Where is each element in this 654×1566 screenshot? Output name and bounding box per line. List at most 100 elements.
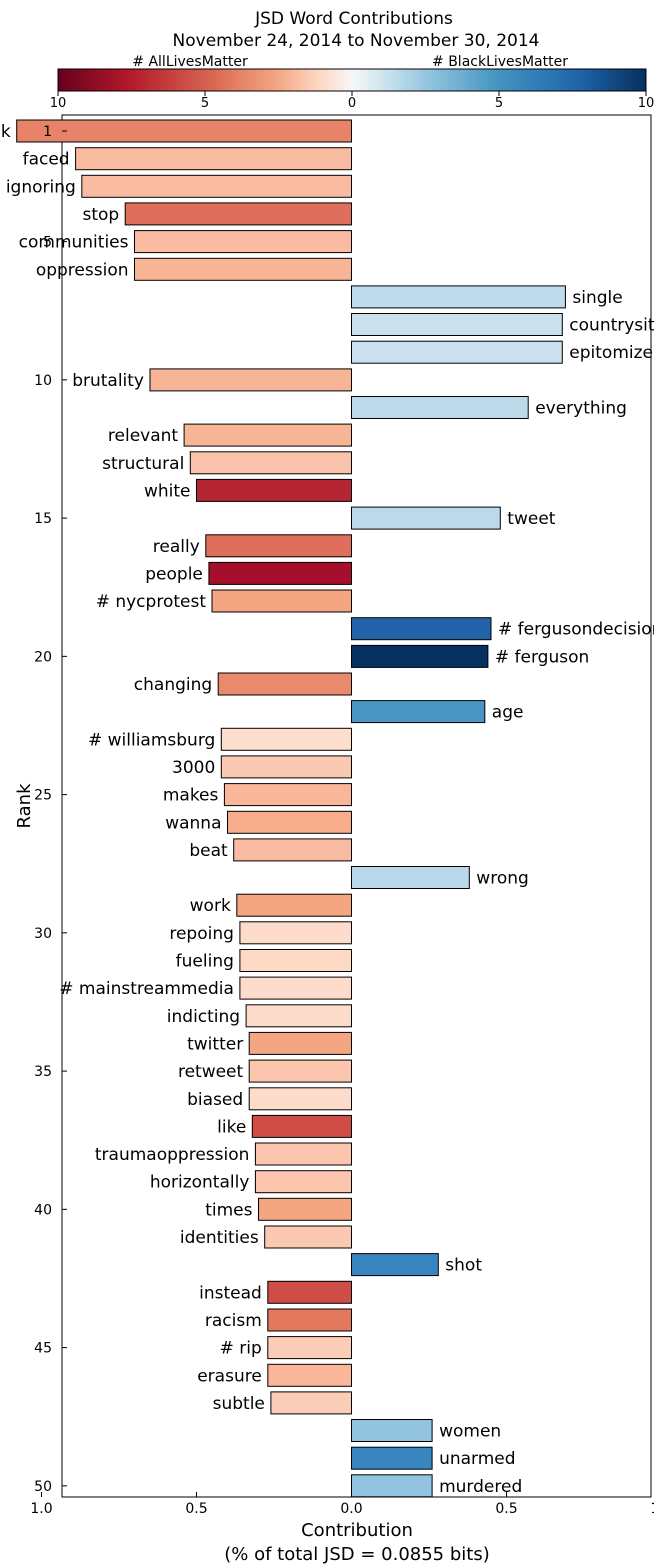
x-axis-label-secondary: (% of total JSD = 0.0855 bits) [224,1544,490,1565]
bar-16 [205,534,352,558]
y-axis-label: Rank [14,783,35,829]
word-label-42: shot [445,1256,482,1276]
bar-28 [351,866,470,889]
bar-36 [248,1087,352,1111]
word-label-12: relevant [108,426,179,446]
bar-35 [248,1059,352,1083]
bar-10 [149,368,352,392]
bar-23 [220,727,352,751]
word-label-22: age [492,703,524,723]
y-tick-label-5: 5 [43,235,52,251]
colorbar-left-label: # AllLivesMatter [132,54,248,70]
word-label-33: indicting [167,1007,240,1027]
bar-7 [351,285,566,309]
colorbar-tick-label-2: 0 [348,96,356,111]
bar-39 [254,1170,352,1194]
word-label-48: women [439,1422,501,1442]
bar-24 [220,755,352,779]
word-label-26: wanna [165,813,221,833]
word-label-3: ignoring [6,177,76,197]
word-label-6: oppression [36,260,129,280]
bar-29 [236,893,352,917]
bar-33 [245,1004,353,1028]
colorbar-tick-label-0: 10 [50,96,67,111]
bar-21 [217,672,352,696]
y-tick-label-40: 40 [34,1202,52,1218]
word-label-17: people [145,564,203,584]
word-label-41: identities [180,1228,259,1248]
colorbar-ticks: 10 5 0 5 10 [50,91,654,111]
bar-8 [351,313,563,336]
word-label-16: really [153,537,200,557]
word-label-14: white [144,481,191,501]
word-label-20: # ferguson [495,647,589,667]
bar-2 [75,147,352,171]
word-label-34: twitter [187,1034,243,1054]
y-tick-label-30: 30 [34,926,52,942]
word-label-46: erasure [197,1366,262,1386]
bar-12 [183,423,352,447]
word-label-35: retweet [178,1062,244,1082]
colorbar-right-label: # BlackLivesMatter [432,54,568,70]
word-label-2: faced [23,150,70,170]
word-label-30: repoing [169,924,234,944]
x-tick-label-5: 1.0 [650,1501,654,1517]
word-label-38: traumaoppression [95,1145,250,1165]
word-label-39: horizontally [150,1173,250,1193]
word-label-25: makes [163,786,219,806]
bar-45 [267,1336,352,1360]
bar-46 [267,1363,352,1387]
bar-30 [239,921,352,945]
word-label-15: tweet [507,509,555,529]
word-label-29: work [190,896,231,916]
bar-31 [239,949,352,972]
y-tick-label-50: 50 [34,1479,52,1495]
bar-25 [223,783,352,807]
word-label-31: fueling [176,952,234,972]
bar-18 [211,589,352,613]
word-label-28: wrong [476,869,529,889]
bar-14 [196,478,352,502]
word-label-11: everything [535,399,627,419]
bar-47 [270,1391,352,1415]
word-label-44: racism [205,1311,262,1331]
bar-49 [351,1446,433,1470]
colorbar [57,68,647,92]
bar-40 [258,1197,352,1221]
word-label-21: changing [134,675,212,695]
y-tick-label-15: 15 [34,511,52,527]
word-label-49: unarmed [439,1449,515,1469]
word-label-8: countrysituation [569,316,654,336]
bar-9 [351,340,563,364]
word-label-18: # nycprotest [96,592,207,612]
chart-subtitle: November 24, 2014 to November 30, 2014 [173,31,540,51]
word-label-40: times [205,1200,252,1220]
bar-27 [233,838,352,862]
word-label-10: brutality [72,371,144,391]
word-label-24: 3000 [172,758,215,778]
bar-3 [81,174,353,198]
chart-title: JSD Word Contributions [254,9,453,29]
x-tick-group: 1.51.00.50.00.51.01.5 [30,1492,654,1517]
y-tick-label-10: 10 [34,373,52,389]
bar-32 [239,976,352,1000]
y-tick-label-45: 45 [34,1341,52,1357]
word-label-13: structural [102,454,184,474]
word-label-32: # mainstreammedia [59,979,234,999]
word-label-27: beat [189,841,228,861]
bar-6 [134,257,352,281]
word-label-45: # rip [220,1339,262,1359]
colorbar-tick-label-1: 5 [201,96,209,111]
word-label-23: # williamsburg [88,730,215,750]
word-label-47: subtle [213,1394,265,1414]
bar-50 [351,1474,433,1498]
x-tick-label-1: 1.0 [30,1501,52,1517]
bar-15 [351,506,501,530]
word-label-7: single [572,288,622,308]
bar-11 [351,396,529,419]
bar-38 [254,1142,352,1166]
bar-1 [16,119,352,143]
bar-41 [264,1225,353,1249]
